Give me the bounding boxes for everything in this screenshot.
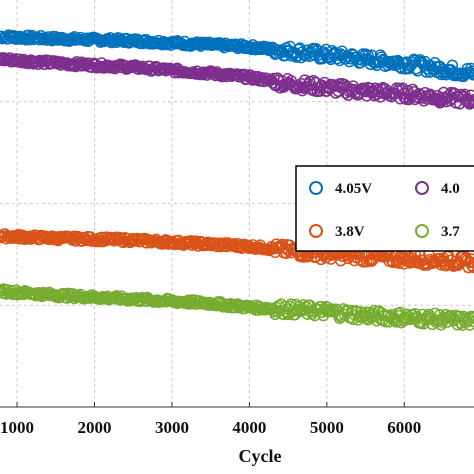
- data-point: [466, 310, 474, 323]
- data-point: [465, 89, 474, 102]
- data-point: [285, 298, 297, 310]
- data-point: [367, 85, 379, 97]
- data-point: [320, 252, 332, 264]
- data-point: [429, 307, 441, 320]
- legend-label: 4.05V: [335, 181, 372, 197]
- data-point: [466, 65, 474, 77]
- data-point: [393, 56, 405, 69]
- x-axis-label: Cycle: [239, 446, 282, 466]
- data-point: [230, 68, 243, 80]
- x-tick-label: 2000: [77, 418, 111, 437]
- x-tick-label: 3000: [155, 418, 189, 437]
- legend-marker: [415, 181, 429, 195]
- data-point: [467, 69, 474, 81]
- data-point: [326, 303, 338, 315]
- data-point: [330, 47, 342, 60]
- legend-marker: [309, 224, 323, 238]
- series-1: [0, 52, 474, 110]
- legend-box: [295, 165, 474, 252]
- data-point: [467, 95, 474, 108]
- legend: 4.05V 4.0 3.8V 3.7: [295, 165, 474, 252]
- data-point: [465, 62, 474, 75]
- x-tick-label: 5000: [310, 418, 344, 437]
- data-point: [467, 312, 474, 324]
- x-axis-ticks: 1000 2000 3000 4000 5000 6000: [0, 402, 421, 437]
- data-point: [467, 261, 474, 274]
- series-0: [0, 29, 474, 83]
- legend-marker: [415, 224, 429, 238]
- data-point: [466, 96, 474, 109]
- legend-marker: [309, 181, 323, 195]
- data-point: [466, 260, 474, 272]
- legend-label: 3.8V: [335, 224, 365, 240]
- series-3: [0, 283, 474, 331]
- data-series: [0, 29, 474, 331]
- data-point: [462, 96, 474, 109]
- data-point: [463, 256, 474, 269]
- x-tick-label: 4000: [232, 418, 266, 437]
- legend-label: 3.7: [441, 224, 460, 240]
- x-tick-label: 1000: [0, 418, 34, 437]
- data-point: [387, 256, 399, 269]
- data-point: [309, 309, 321, 322]
- x-tick-label: 6000: [387, 418, 421, 437]
- legend-label: 4.0: [441, 181, 460, 197]
- data-point: [299, 74, 311, 86]
